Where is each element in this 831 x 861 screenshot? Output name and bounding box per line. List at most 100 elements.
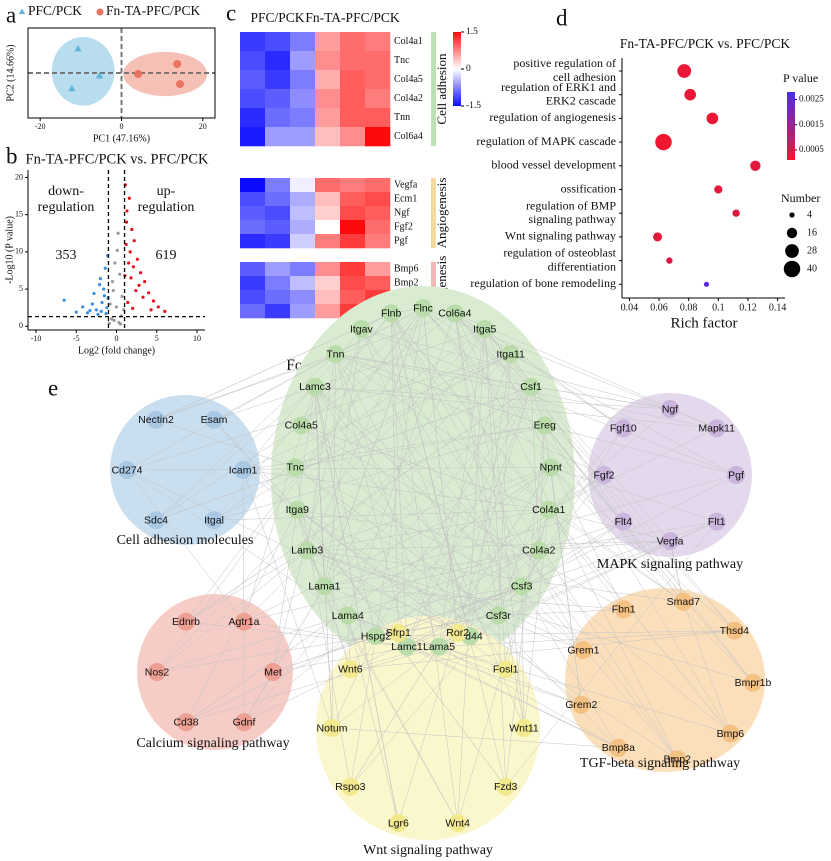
data-point (115, 248, 119, 252)
node-label: Nectin2 (138, 414, 174, 426)
network-node (448, 623, 467, 642)
edge (390, 313, 458, 824)
heatmap-cell (265, 32, 291, 52)
network-node (721, 724, 740, 743)
edge (331, 354, 336, 729)
data-point (116, 231, 120, 235)
heatmap-cell (340, 178, 366, 193)
x-tick-label: -20 (35, 122, 46, 131)
edge (243, 586, 325, 723)
node-label: Lama5 (423, 641, 455, 653)
heatmap-cell (240, 276, 266, 291)
heatmap-cell (290, 178, 316, 193)
group-label: Angiogenesis (434, 178, 449, 249)
data-point (126, 300, 130, 305)
node-label: Wnt11 (509, 722, 539, 734)
data-point (102, 287, 106, 291)
data-point (141, 295, 145, 299)
node-label: Flt1 (708, 516, 726, 528)
network-node (574, 641, 593, 660)
edge (126, 469, 377, 637)
network-node (614, 419, 633, 438)
heatmap-cell (365, 276, 391, 291)
heatmap-cell (265, 304, 291, 319)
data-point (95, 72, 104, 79)
dot (732, 209, 740, 217)
heatmap-cell (240, 70, 266, 90)
edge (213, 419, 408, 647)
edge (550, 467, 735, 631)
edge (295, 353, 511, 468)
node-label: Fgf10 (610, 423, 637, 435)
legend-marker (96, 8, 104, 16)
node-label: Csf3 (511, 581, 533, 593)
heatmap-cell (290, 32, 316, 52)
edge (335, 353, 605, 476)
edge (331, 635, 377, 729)
panel-label: b (6, 143, 18, 168)
x-tick-label: 20 (199, 122, 207, 131)
edge (361, 328, 522, 587)
edge (347, 521, 624, 616)
edge (314, 386, 377, 637)
cluster-background (110, 395, 260, 545)
dot (666, 257, 673, 264)
heatmap-cell (365, 178, 391, 193)
data-point (118, 272, 122, 276)
network-node (707, 512, 726, 531)
data-point (139, 271, 143, 275)
data-point (173, 60, 182, 68)
heatmap-cell (340, 220, 366, 235)
data-point (118, 322, 123, 326)
heatmap-cell (265, 192, 291, 207)
data-point (132, 239, 136, 243)
heatmap-cell (240, 206, 266, 221)
network-node (414, 299, 432, 317)
dot (653, 232, 663, 242)
heatmap-cell (315, 220, 341, 235)
cluster-caption: MAPK signaling pathway (597, 557, 743, 572)
edge (314, 386, 325, 587)
heatmap-cell (240, 290, 266, 305)
heatmap-cell (290, 234, 316, 249)
node-label: Bmp6 (717, 728, 745, 740)
network-node (286, 458, 305, 477)
edge (242, 469, 333, 729)
edge (457, 329, 485, 824)
node-label: Smad7 (667, 596, 700, 608)
edge (438, 428, 624, 647)
node-label: Bmp2 (664, 754, 692, 766)
network-node (389, 623, 408, 642)
edge (295, 425, 545, 468)
annotation: down-regulation (38, 184, 95, 215)
edge (548, 509, 671, 542)
edge (530, 386, 540, 551)
legend-title: Number (781, 191, 820, 205)
network-node (522, 377, 541, 396)
edge (272, 635, 376, 673)
data-point (126, 261, 131, 265)
edge (406, 646, 619, 749)
edge (438, 646, 619, 749)
panel-label: a (6, 2, 16, 27)
colorbar (453, 32, 461, 106)
edge (314, 386, 731, 734)
data-point (98, 283, 102, 287)
node-label: Col4a5 (285, 420, 318, 432)
data-point (103, 266, 107, 270)
edge (301, 425, 584, 651)
category-label: regulation of BMP signaling pathway (526, 198, 616, 226)
edge (347, 615, 399, 824)
heatmap: PFC/PCK Fn-TA-PFC/PCK Col4a1 Tnc Col4a5 Col4a… (240, 10, 481, 324)
network-node (298, 541, 317, 560)
node-label: Bmpr1b (735, 677, 772, 689)
data-point (74, 45, 82, 52)
network-node (743, 673, 762, 692)
data-point (130, 227, 134, 232)
network-node (147, 511, 165, 530)
node-label: Col4a2 (522, 545, 555, 557)
edge (156, 550, 308, 673)
edge (521, 428, 624, 587)
node-label: Hspg2 (361, 630, 392, 642)
